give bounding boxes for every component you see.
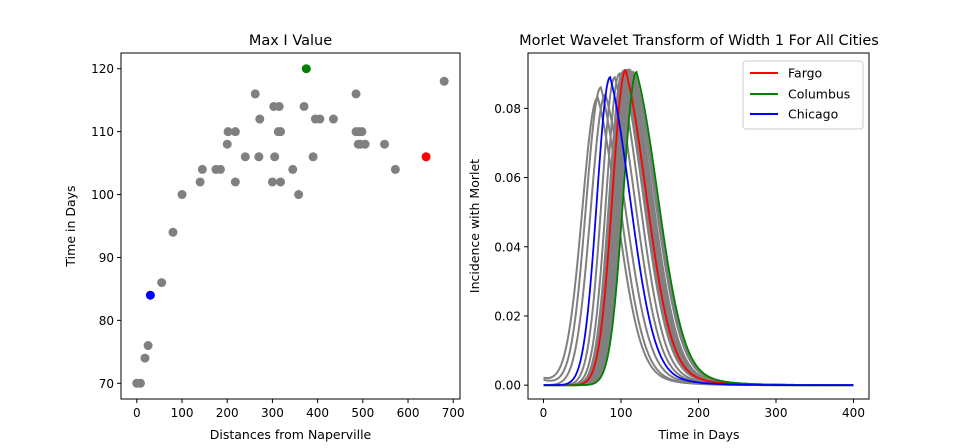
- scatter-xtick-label: 100: [171, 406, 194, 420]
- scatter-point: [168, 227, 178, 237]
- scatter-ytick-label: 80: [99, 314, 114, 328]
- scatter-point: [315, 114, 325, 124]
- wavelet-xtick-label: 400: [842, 406, 865, 420]
- legend-label-columbus: Columbus: [788, 87, 850, 102]
- scatter-xtick-label: 700: [442, 406, 465, 420]
- scatter-point: [357, 127, 367, 137]
- scatter-xtick-label: 300: [261, 406, 284, 420]
- wavelet-ytick-label: 0.04: [494, 240, 521, 254]
- scatter-point: [294, 190, 304, 200]
- scatter-xtick-label: 600: [397, 406, 420, 420]
- wavelet-ylabel: Incidence with Morlet: [467, 159, 482, 293]
- scatter-point: [270, 152, 280, 162]
- scatter-point: [390, 164, 400, 174]
- scatter-xtick-label: 400: [306, 406, 329, 420]
- scatter-point: [197, 164, 207, 174]
- scatter-point: [360, 139, 370, 149]
- scatter-point: [230, 127, 240, 137]
- wavelet-title: Morlet Wavelet Transform of Width 1 For …: [519, 33, 879, 49]
- scatter-highlight-point: [145, 290, 155, 300]
- scatter-point: [215, 164, 225, 174]
- scatter-ticks: 0 100 200 300 400 500 600 700 70 80 90 100 110 120: [91, 62, 465, 420]
- scatter-point: [255, 114, 265, 124]
- scatter-point: [254, 152, 264, 162]
- scatter-ytick-label: 70: [99, 377, 114, 391]
- scatter-point: [276, 177, 286, 187]
- scatter-point: [135, 378, 145, 388]
- scatter-point: [299, 101, 309, 111]
- wavelet-axes-frame: [527, 52, 870, 400]
- wavelet-ytick-label: 0.00: [494, 379, 521, 393]
- wavelet-series-chicago: [543, 75, 854, 387]
- scatter-ytick-label: 110: [91, 125, 114, 139]
- scatter-xlabel: Distances from Naperville: [210, 427, 372, 442]
- wavelet-xtick-label: 100: [610, 406, 633, 420]
- legend-box: [742, 60, 864, 130]
- scatter-point: [140, 353, 150, 363]
- scatter-xtick-label: 500: [351, 406, 374, 420]
- wavelet-xtick-label: 0: [540, 406, 548, 420]
- wavelet-xtick-label: 300: [765, 406, 788, 420]
- scatter-point: [308, 152, 318, 162]
- scatter-point: [250, 89, 260, 99]
- scatter-point: [195, 177, 205, 187]
- wavelet-ticks: 0 100 200 300 400 0.00 0.02 0.04 0.06 0.08: [494, 102, 865, 420]
- scatter-point: [240, 152, 250, 162]
- wavelet-xlabel: Time in Days: [657, 427, 739, 442]
- scatter-point: [177, 190, 187, 200]
- scatter-xtick-label: 200: [216, 406, 239, 420]
- scatter-point: [274, 101, 284, 111]
- wavelet-ytick-label: 0.02: [494, 309, 521, 323]
- scatter-ytick-label: 100: [91, 188, 114, 202]
- scatter-point: [157, 278, 167, 288]
- scatter-point: [351, 89, 361, 99]
- scatter-highlight-point: [301, 64, 311, 74]
- wavelet-ytick-label: 0.06: [494, 171, 521, 185]
- legend: Fargo Columbus Chicago: [742, 60, 864, 130]
- wavelet-ytick-label: 0.08: [494, 102, 521, 116]
- scatter-panel: Max I Value Distances from Naperville Ti…: [63, 33, 465, 442]
- scatter-ytick-label: 90: [99, 251, 114, 265]
- scatter-point: [223, 127, 233, 137]
- scatter-point: [143, 341, 153, 351]
- scatter-point: [288, 164, 298, 174]
- scatter-axes-frame: [120, 52, 461, 400]
- scatter-highlight-point: [421, 152, 431, 162]
- scatter-title: Max I Value: [249, 33, 332, 49]
- scatter-point: [276, 127, 286, 137]
- wavelet-panel: Morlet Wavelet Transform of Width 1 For …: [467, 33, 879, 442]
- scatter-point: [222, 139, 232, 149]
- legend-label-fargo: Fargo: [788, 66, 822, 81]
- scatter-points: [132, 64, 449, 388]
- wavelet-curves: [543, 67, 854, 387]
- scatter-point: [267, 177, 277, 187]
- scatter-ytick-label: 120: [91, 62, 114, 76]
- wavelet-xtick-label: 200: [687, 406, 710, 420]
- scatter-point: [439, 76, 449, 86]
- scatter-point: [380, 139, 390, 149]
- scatter-ylabel: Time in Days: [63, 185, 78, 267]
- scatter-xtick-label: 0: [133, 406, 141, 420]
- legend-label-chicago: Chicago: [788, 107, 838, 122]
- scatter-point: [328, 114, 338, 124]
- scatter-point: [230, 177, 240, 187]
